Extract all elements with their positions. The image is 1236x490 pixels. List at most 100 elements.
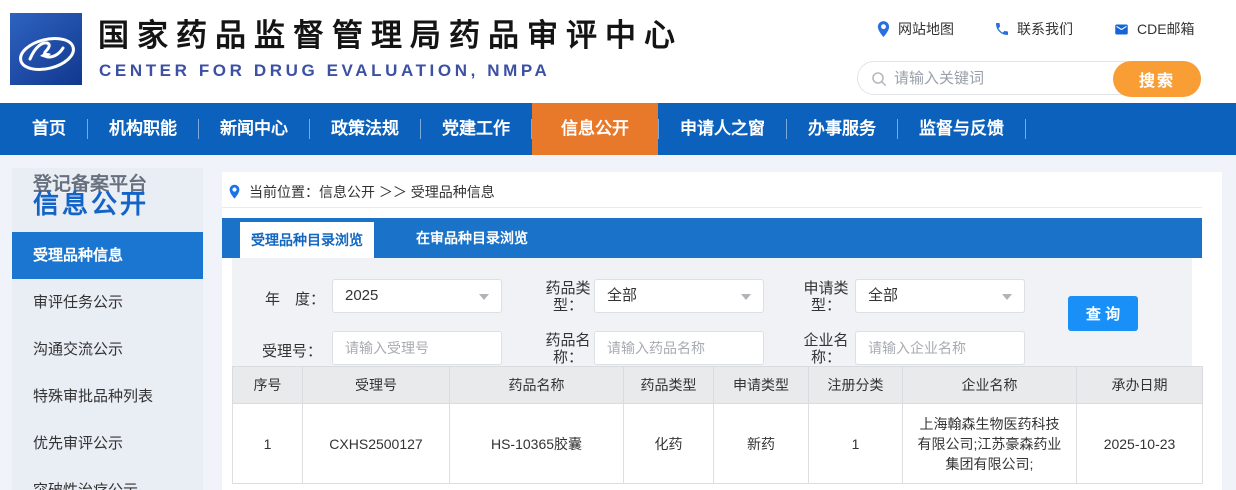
drug-name-label-line1: 药品名 (545, 332, 591, 349)
nav-separator (309, 119, 310, 139)
tab-under-review-catalog[interactable]: 在审品种目录浏览 (416, 230, 528, 246)
col-header-accept-no: 受理号 (302, 366, 450, 404)
col-header-drug-name: 药品名称 (449, 366, 624, 404)
cell-date: 2025-10-23 (1076, 403, 1203, 484)
nav-separator (658, 119, 659, 139)
cell-reg-class: 1 (808, 403, 903, 484)
nav-item-services[interactable]: 办事服务 (808, 119, 876, 138)
cell-drug-name: HS-10365胶囊 (449, 403, 624, 484)
site-title: 国家药品监督管理局药品审评中心 (98, 18, 683, 53)
sidebar-item-special-approval[interactable]: 特殊审批品种列表 (33, 388, 154, 405)
cell-accept-no: CXHS2500127 (302, 403, 450, 484)
drug-name-label-line2: 称： (552, 349, 583, 366)
apply-type-label: 申请类 型： (796, 280, 856, 314)
apply-type-select-value: 全部 (868, 287, 899, 304)
platform-title: 登记备案平台 (33, 174, 148, 195)
table-row: 1 CXHS2500127 HS-10365胶囊 化药 新药 1 上海翰森生物医… (232, 403, 1203, 484)
cell-apply-type: 新药 (713, 403, 809, 484)
drug-name-input[interactable] (594, 331, 764, 365)
company-input[interactable] (855, 331, 1025, 365)
site-search: 搜索 (857, 61, 1201, 97)
apply-type-label-line2: 型： (810, 297, 841, 314)
drug-type-label: 药品类 型： (538, 280, 598, 314)
nav-item-home[interactable]: 首页 (32, 119, 66, 138)
accept-no-input[interactable] (332, 331, 502, 365)
nav-item-news[interactable]: 新闻中心 (220, 119, 288, 138)
filter-form: 年 度： 2025 药品类 型： 全部 申请类 型： 全部 查 询 (232, 258, 1192, 368)
col-header-apply-type: 申请类型 (713, 366, 809, 404)
site-header: 国家药品监督管理局药品审评中心 CENTER FOR DRUG EVALUATI… (0, 0, 1236, 103)
nav-item-applicant-window[interactable]: 申请人之窗 (680, 119, 765, 138)
sidebar-item-priority-review[interactable]: 优先审评公示 (33, 435, 124, 452)
contact-label: 联系我们 (1017, 21, 1073, 37)
chevron-down-icon (1002, 294, 1012, 300)
contact-link[interactable]: 联系我们 (994, 19, 1073, 39)
sidebar-item-breakthrough-therapy[interactable]: 突破性治疗公示 (12, 467, 203, 490)
accept-no-label: 受理号： (262, 343, 323, 360)
search-input[interactable] (894, 63, 1104, 93)
search-button[interactable]: 搜索 (1113, 61, 1201, 97)
drug-type-label-line1: 药品类 (545, 280, 591, 297)
chevron-down-icon (741, 294, 751, 300)
company-label-line1: 企业名 (803, 332, 849, 349)
site-subtitle: CENTER FOR DRUG EVALUATION, NMPA (99, 61, 551, 80)
quick-links: 网站地图 联系我们 CDE邮箱 (876, 19, 1195, 39)
nav-item-party[interactable]: 党建工作 (442, 119, 510, 138)
nav-item-supervision[interactable]: 监督与反馈 (919, 119, 1004, 138)
drug-type-select-value: 全部 (607, 287, 638, 304)
company-label: 企业名 称： (796, 332, 856, 366)
company-label-line2: 称： (810, 349, 841, 366)
tab-bar: 受理品种目录浏览 在审品种目录浏览 (222, 218, 1202, 258)
sidebar-section-title: 信息公开 (33, 189, 150, 219)
swan-logo-icon (19, 36, 75, 72)
sidebar-item-communication[interactable]: 沟通交流公示 (33, 341, 124, 358)
col-header-drug-type: 药品类型 (623, 366, 714, 404)
breadcrumb-pin-icon (229, 184, 240, 199)
sidebar-header: 登记备案平台 信息公开 (12, 168, 203, 232)
mail-icon (1115, 24, 1128, 34)
content-panel: 当前位置：信息公开 ＞＞ 受理品种信息 受理品种目录浏览 在审品种目录浏览 年 … (222, 172, 1222, 490)
nav-separator (420, 119, 421, 139)
drug-type-select[interactable]: 全部 (594, 279, 764, 313)
breadcrumb: 当前位置：信息公开 ＞＞ 受理品种信息 (228, 180, 495, 204)
cell-index: 1 (232, 403, 303, 484)
year-select[interactable]: 2025 (332, 279, 502, 313)
nav-separator (897, 119, 898, 139)
cde-mail-label: CDE邮箱 (1137, 21, 1195, 37)
apply-type-select[interactable]: 全部 (855, 279, 1025, 313)
cell-drug-type: 化药 (623, 403, 714, 484)
sidebar-item-review-tasks[interactable]: 审评任务公示 (33, 294, 124, 311)
nav-item-functions[interactable]: 机构职能 (109, 119, 177, 138)
table-header-row: 序号 受理号 药品名称 药品类型 申请类型 注册分类 企业名称 承办日期 (232, 366, 1203, 404)
sitemap-link[interactable]: 网站地图 (876, 19, 954, 39)
sidebar-item-accepted-varieties[interactable]: 受理品种信息 (12, 232, 203, 279)
nav-item-info-disclosure[interactable]: 信息公开 (532, 103, 658, 155)
col-header-company: 企业名称 (902, 366, 1077, 404)
drug-name-label: 药品名 称： (538, 332, 598, 366)
chevron-down-icon (479, 294, 489, 300)
query-button[interactable]: 查 询 (1068, 296, 1138, 331)
drug-type-label-line2: 型： (552, 297, 583, 314)
breadcrumb-divider (222, 207, 1202, 208)
nav-separator (198, 119, 199, 139)
col-header-reg-class: 注册分类 (808, 366, 903, 404)
nav-item-policy[interactable]: 政策法规 (331, 119, 399, 138)
nav-separator (1025, 119, 1026, 139)
search-icon (872, 72, 887, 87)
sitemap-label: 网站地图 (898, 21, 954, 37)
main-nav: 首页 机构职能 新闻中心 政策法规 党建工作 信息公开 申请人之窗 办事服务 监… (0, 103, 1236, 155)
tab-accepted-catalog[interactable]: 受理品种目录浏览 (240, 222, 374, 258)
sidebar: 登记备案平台 信息公开 受理品种信息 审评任务公示 沟通交流公示 特殊审批品种列… (12, 168, 203, 490)
results-table: 序号 受理号 药品名称 药品类型 申请类型 注册分类 企业名称 承办日期 1 C… (232, 366, 1203, 484)
nav-separator (531, 119, 532, 139)
results-table-wrap: 序号 受理号 药品名称 药品类型 申请类型 注册分类 企业名称 承办日期 1 C… (232, 366, 1203, 484)
location-pin-icon (877, 20, 890, 37)
col-header-index: 序号 (232, 366, 303, 404)
breadcrumb-text: 当前位置：信息公开 ＞＞ 受理品种信息 (249, 184, 495, 200)
nav-separator (786, 119, 787, 139)
cell-company: 上海翰森生物医药科技有限公司;江苏豪森药业集团有限公司; (902, 403, 1077, 484)
cde-mail-link[interactable]: CDE邮箱 (1113, 19, 1195, 39)
year-label: 年 度： (265, 291, 326, 308)
year-select-value: 2025 (345, 287, 379, 304)
